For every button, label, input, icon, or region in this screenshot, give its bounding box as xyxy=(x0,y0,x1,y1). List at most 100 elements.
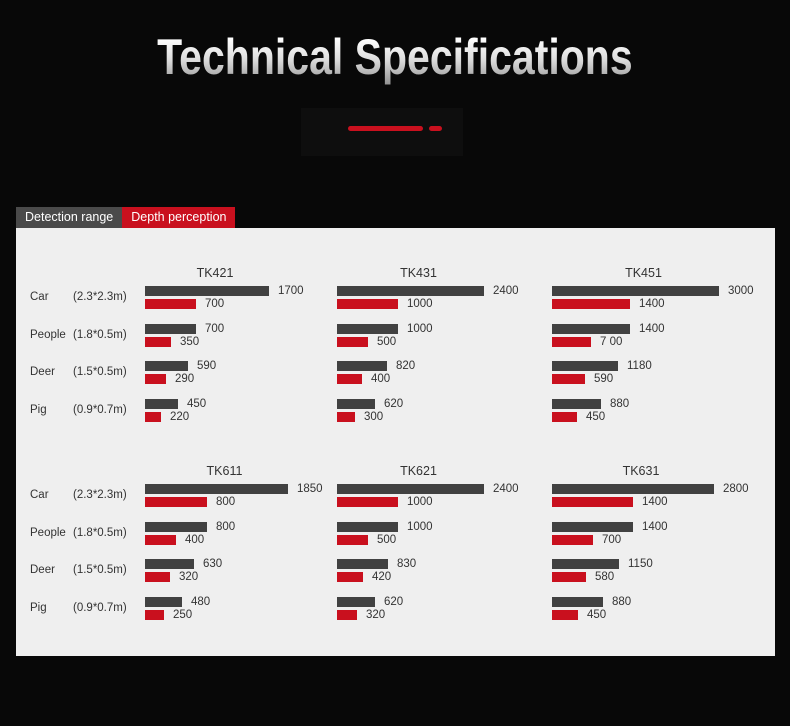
bar-value-label: 2800 xyxy=(723,483,749,495)
bar-value-label: 1000 xyxy=(407,520,433,533)
bar-value-label: 1400 xyxy=(642,520,668,533)
bar-depth-perception xyxy=(145,411,161,422)
chart-panel: TK421 1700 700 700 350 590 290 450 220 TK431 2400 1… xyxy=(16,228,775,656)
bar-depth-perception xyxy=(337,374,362,384)
bar-depth-perception xyxy=(145,374,166,384)
bar-detection-range xyxy=(337,484,484,494)
bar-depth-perception xyxy=(552,374,585,384)
bar-detection-range xyxy=(145,286,269,296)
bar-depth-perception xyxy=(145,336,171,347)
tab-detection-range[interactable]: Detection range xyxy=(16,207,123,228)
bar-depth-perception xyxy=(552,609,578,620)
bar-value-label: 290 xyxy=(175,373,195,385)
bar-value-label: 820 xyxy=(396,360,416,372)
bar-value-label: 1850 xyxy=(297,483,323,495)
bar-value-label: 420 xyxy=(372,571,392,583)
bar-value-label: 450 xyxy=(587,608,607,621)
bar-depth-perception xyxy=(145,299,196,309)
bar-value-label: 250 xyxy=(173,608,193,621)
bar-value-label: 580 xyxy=(595,571,615,583)
bar-depth-perception xyxy=(337,336,368,347)
bar-value-label: 500 xyxy=(377,335,397,348)
category-size-label: (0.9*0.7m) xyxy=(73,601,127,614)
bar-detection-range xyxy=(337,323,398,334)
category-size-label: (1.8*0.5m) xyxy=(73,328,127,341)
bar-value-label: 880 xyxy=(612,595,632,608)
category-label: People xyxy=(30,328,66,341)
bar-value-label: 400 xyxy=(371,373,391,385)
bar-value-label: 620 xyxy=(384,397,404,410)
bar-value-label: 800 xyxy=(216,520,236,533)
bar-detection-range xyxy=(552,484,714,494)
bar-detection-range xyxy=(552,286,719,296)
bar-value-label: 350 xyxy=(180,335,200,348)
bar-value-label: 1400 xyxy=(642,496,668,508)
bar-depth-perception xyxy=(145,609,164,620)
bar-value-label: 700 xyxy=(602,533,622,546)
bar-depth-perception xyxy=(337,534,368,545)
bar-detection-range xyxy=(337,596,375,607)
chart-title-tk451: TK451 xyxy=(625,266,662,280)
category-size-label: (2.3*2.3m) xyxy=(73,291,127,303)
bar-detection-range xyxy=(552,596,603,607)
underline-long-dash-icon xyxy=(348,126,423,131)
bar-value-label: 800 xyxy=(216,496,236,508)
bar-value-label: 220 xyxy=(170,410,190,423)
category-size-label: (1.5*0.5m) xyxy=(73,366,127,378)
bar-value-label: 1400 xyxy=(639,322,665,335)
category-label: People xyxy=(30,526,66,539)
bar-depth-perception xyxy=(552,497,633,507)
bar-detection-range xyxy=(337,398,375,409)
header: Technical Specifications xyxy=(0,28,790,86)
bar-depth-perception xyxy=(552,572,586,582)
bar-value-label: 630 xyxy=(203,558,223,570)
bar-value-label: 1150 xyxy=(628,558,653,570)
category-label: Deer xyxy=(30,366,55,378)
title-underline-decoration xyxy=(301,108,463,156)
bar-detection-range xyxy=(552,521,633,532)
category-size-label: (1.8*0.5m) xyxy=(73,526,127,539)
bar-value-label: 3000 xyxy=(728,285,754,297)
bar-value-label: 320 xyxy=(366,608,386,621)
bar-value-label: 300 xyxy=(364,410,384,423)
chart-title-tk421: TK421 xyxy=(196,266,234,280)
bar-depth-perception xyxy=(337,497,398,507)
bar-detection-range xyxy=(337,286,484,296)
tab-depth-perception[interactable]: Depth perception xyxy=(122,207,236,228)
bar-value-label: 2400 xyxy=(493,285,519,297)
bar-detection-range xyxy=(337,361,387,371)
bar-detection-range xyxy=(145,559,194,569)
bar-detection-range xyxy=(145,484,288,494)
bar-value-label: 590 xyxy=(197,360,217,372)
bar-depth-perception xyxy=(337,572,363,582)
category-label: Car xyxy=(30,291,49,303)
bar-detection-range xyxy=(552,323,630,334)
bar-value-label: 1000 xyxy=(407,298,433,310)
category-label: Pig xyxy=(30,403,47,416)
bar-value-label: 880 xyxy=(610,397,630,410)
bar-depth-perception xyxy=(552,411,577,422)
bar-value-label: 320 xyxy=(179,571,199,583)
bar-detection-range xyxy=(145,361,188,371)
bar-depth-perception xyxy=(337,411,355,422)
chart-title-tk431: TK431 xyxy=(400,266,437,280)
category-size-label: (1.5*0.5m) xyxy=(73,564,127,576)
bar-depth-perception xyxy=(145,497,207,507)
chart-title-tk621: TK621 xyxy=(400,464,437,478)
bar-value-label: 7 00 xyxy=(600,335,623,348)
legend-tabs: Detection range Depth perception xyxy=(16,207,236,228)
bar-detection-range xyxy=(552,398,601,409)
chart-title-tk631: TK631 xyxy=(622,464,660,478)
bar-value-label: 620 xyxy=(384,595,404,608)
bar-value-label: 590 xyxy=(594,373,614,385)
bar-detection-range xyxy=(145,521,207,532)
category-size-label: (2.3*2.3m) xyxy=(73,489,127,501)
bar-depth-perception xyxy=(552,336,591,347)
bar-value-label: 400 xyxy=(185,533,205,546)
bar-value-label: 830 xyxy=(397,558,417,570)
bar-depth-perception xyxy=(552,534,593,545)
bar-value-label: 500 xyxy=(377,533,397,546)
bar-value-label: 1000 xyxy=(407,322,433,335)
underline-short-dash-icon xyxy=(429,126,442,131)
